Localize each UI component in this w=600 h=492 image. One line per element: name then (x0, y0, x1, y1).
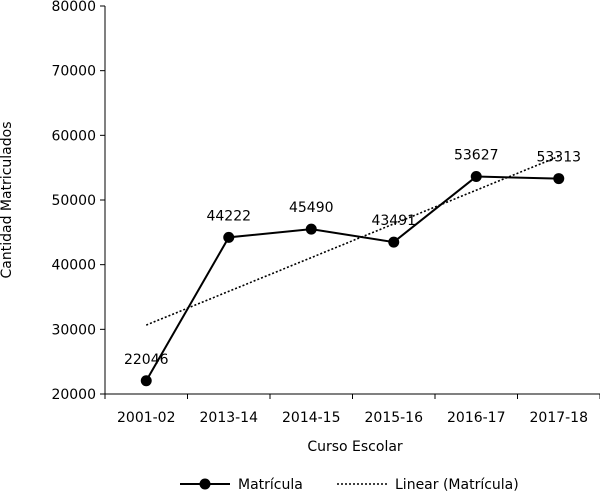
x-axis-title: Curso Escolar (307, 439, 403, 455)
y-ticks: 20000 30000 40000 50000 60000 70000 80000 (51, 0, 105, 403)
x-tick-label: 2001-02 (117, 410, 176, 426)
x-ticks: 2001-02 2013-14 2014-15 2015-16 2016-17 2017-… (104, 394, 600, 426)
y-axis-title: Cantidad Matriculados (0, 122, 15, 279)
x-tick-label: 2013-14 (200, 410, 259, 426)
data-label: 45490 (289, 200, 334, 216)
data-point (470, 171, 482, 183)
data-label: 43491 (371, 213, 416, 229)
data-labels: 22046 44222 45490 43491 53627 53313 (124, 148, 581, 368)
data-point (140, 375, 152, 387)
legend-series-label: Matrícula (238, 477, 303, 492)
y-tick-label: 30000 (51, 322, 96, 338)
series-layer (140, 171, 565, 387)
data-label: 44222 (206, 208, 251, 224)
x-tick-label: 2016-17 (447, 410, 506, 426)
x-tick-label: 2014-15 (282, 410, 341, 426)
legend-trendline-label: Linear (Matrícula) (395, 477, 519, 492)
legend: Matrícula Linear (Matrícula) (180, 477, 519, 492)
data-label: 53627 (454, 148, 499, 164)
data-point (388, 236, 400, 248)
y-tick-label: 80000 (51, 0, 96, 15)
y-tick-label: 40000 (51, 258, 96, 274)
y-tick-label: 20000 (51, 387, 96, 403)
data-point (223, 231, 235, 243)
data-label: 53313 (536, 150, 581, 166)
trendline (145, 155, 560, 326)
y-tick-label: 60000 (51, 128, 96, 144)
data-point (305, 223, 317, 235)
y-tick-label: 50000 (51, 193, 96, 209)
series-line (145, 175, 559, 382)
legend-series-marker (199, 478, 211, 490)
trendline-layer (145, 155, 560, 326)
x-tick-label: 2015-16 (365, 410, 424, 426)
data-label: 22046 (124, 352, 169, 368)
x-tick-label: 2017-18 (530, 410, 589, 426)
y-tick-label: 70000 (51, 64, 96, 80)
data-point (553, 173, 565, 185)
